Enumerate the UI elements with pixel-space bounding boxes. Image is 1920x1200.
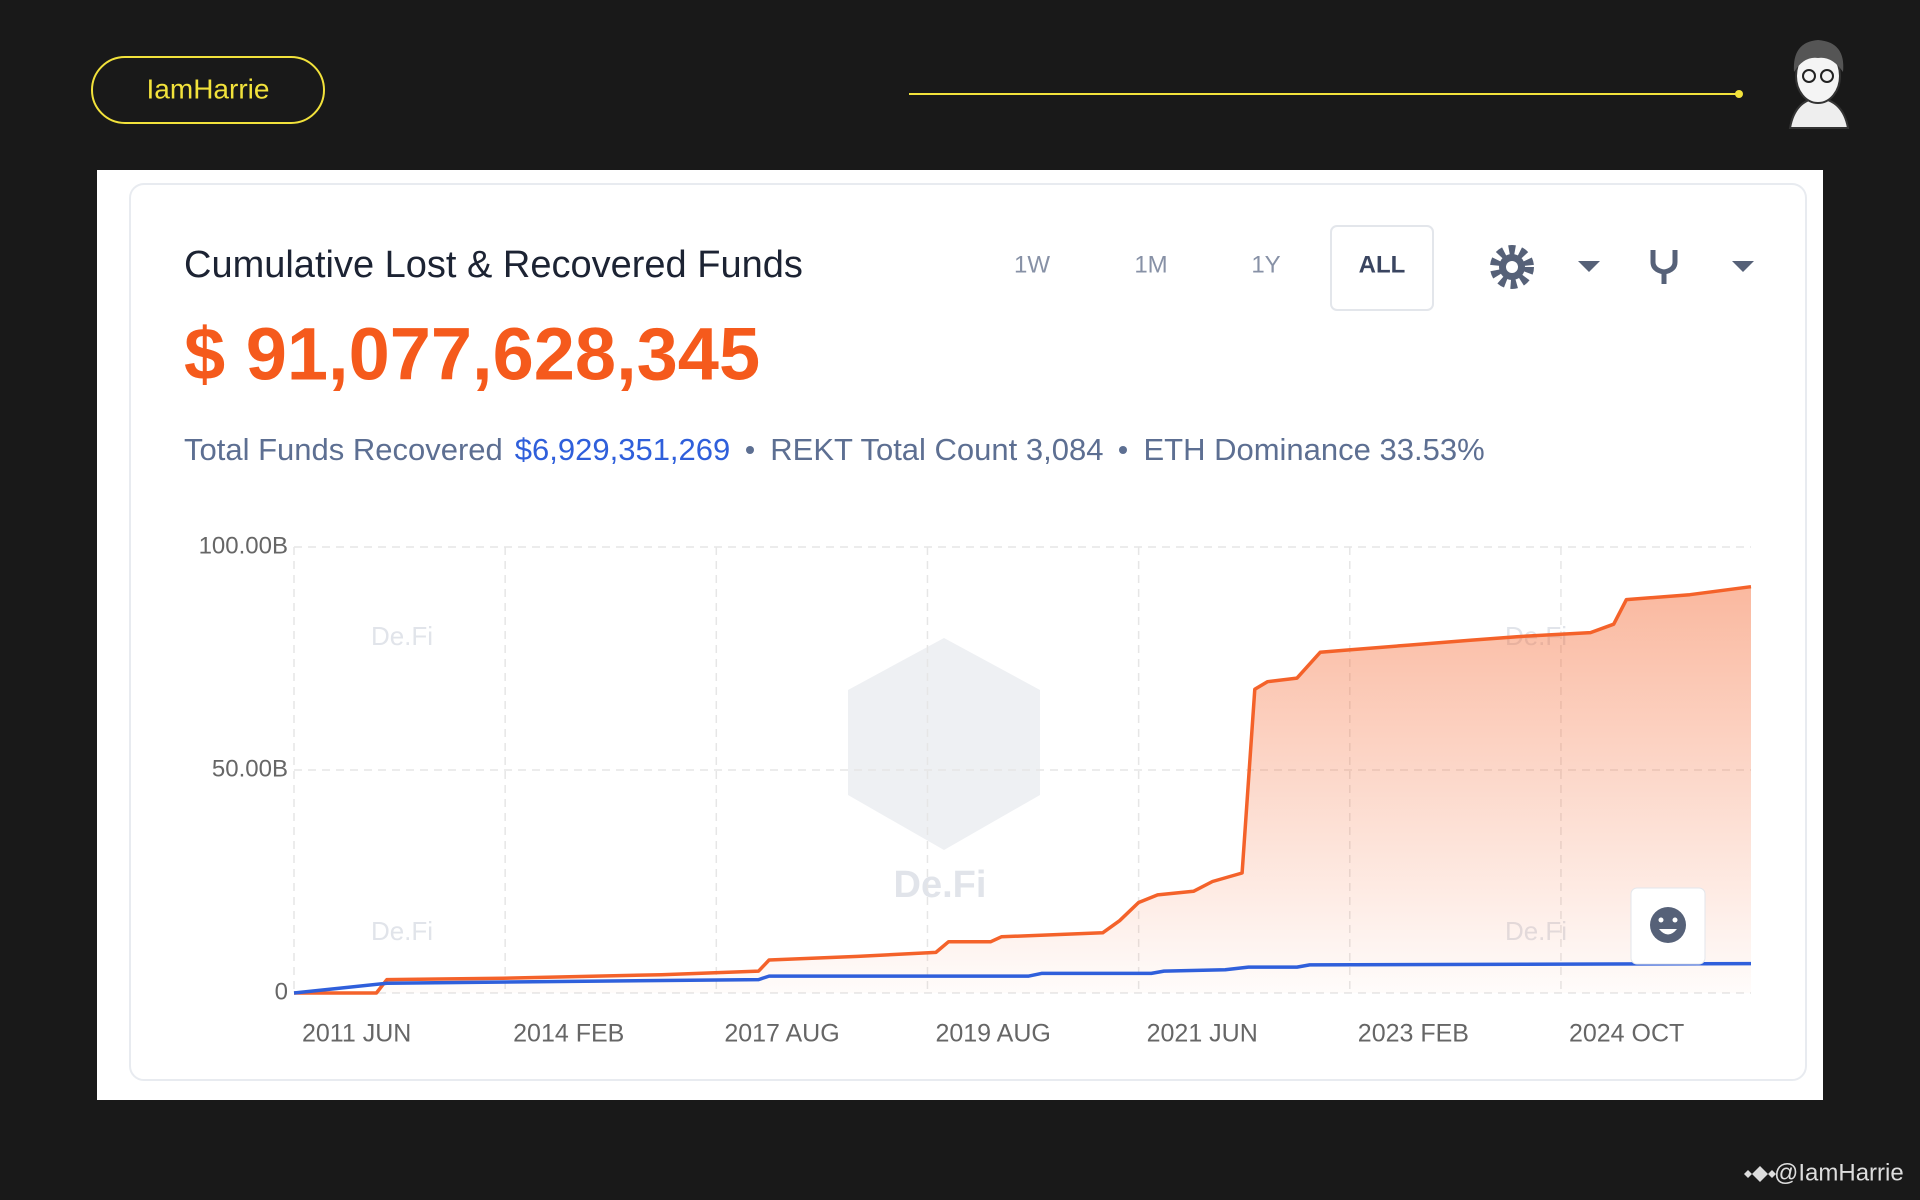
range-button[interactable]: 1M [1134,251,1167,278]
x-tick-label: 2024 OCT [1569,1020,1684,1048]
footer-icon [1744,1166,1776,1182]
feedback-icon [1650,907,1686,943]
headline: $ 91,077,628,345 [184,313,760,396]
x-tick-label: 2021 JUN [1147,1020,1258,1048]
x-tick-label: 2014 FEB [513,1020,624,1048]
stat-label: Total Funds Recovered [184,432,503,467]
line [293,961,1752,995]
brand-pill [91,56,325,124]
x-tick-label: 2023 FEB [1358,1020,1469,1048]
stat-value: $6,929,351,269 [514,432,731,467]
y-tick-label: 100.00B [199,532,288,559]
watermark: De.Fi [371,916,433,946]
x-tick-label: 2011 JUN [302,1020,411,1048]
stats-row: Total Funds Recovered $6,929,351,269 REK… [184,432,1485,468]
x-tick-label: 2019 AUG [935,1020,1050,1048]
y-tick-label: 0 [275,978,288,1005]
range-button-active[interactable] [1330,225,1434,311]
dropdown-caret[interactable] [1732,261,1754,272]
compare-button[interactable] [1650,250,1678,284]
watermark: De.Fi [894,864,987,906]
footer-handle: @IamHarrie [1774,1159,1904,1186]
x-tick-label: 2017 AUG [724,1020,839,1048]
watermark: De.Fi [371,621,433,651]
rule-dot [1735,90,1743,98]
range-button[interactable]: 1Y [1251,251,1280,278]
separator [1119,446,1128,454]
stat: REKT Total Count 3,084 [770,432,1104,467]
dropdown-caret[interactable] [1578,261,1600,272]
area [294,586,1751,993]
range-button[interactable]: ALL [1359,251,1406,278]
chart-title: Cumulative Lost & Recovered Funds [184,244,803,286]
stat: ETH Dominance 33.53% [1143,432,1485,467]
avatar [1788,40,1850,129]
brand: IamHarrie [147,73,270,104]
y-tick-label: 50.00B [212,755,288,782]
line [294,584,1752,995]
range-button[interactable]: 1W [1014,251,1050,278]
watermark-logo [848,638,1040,850]
separator [746,446,755,454]
settings-button[interactable] [1490,245,1534,289]
